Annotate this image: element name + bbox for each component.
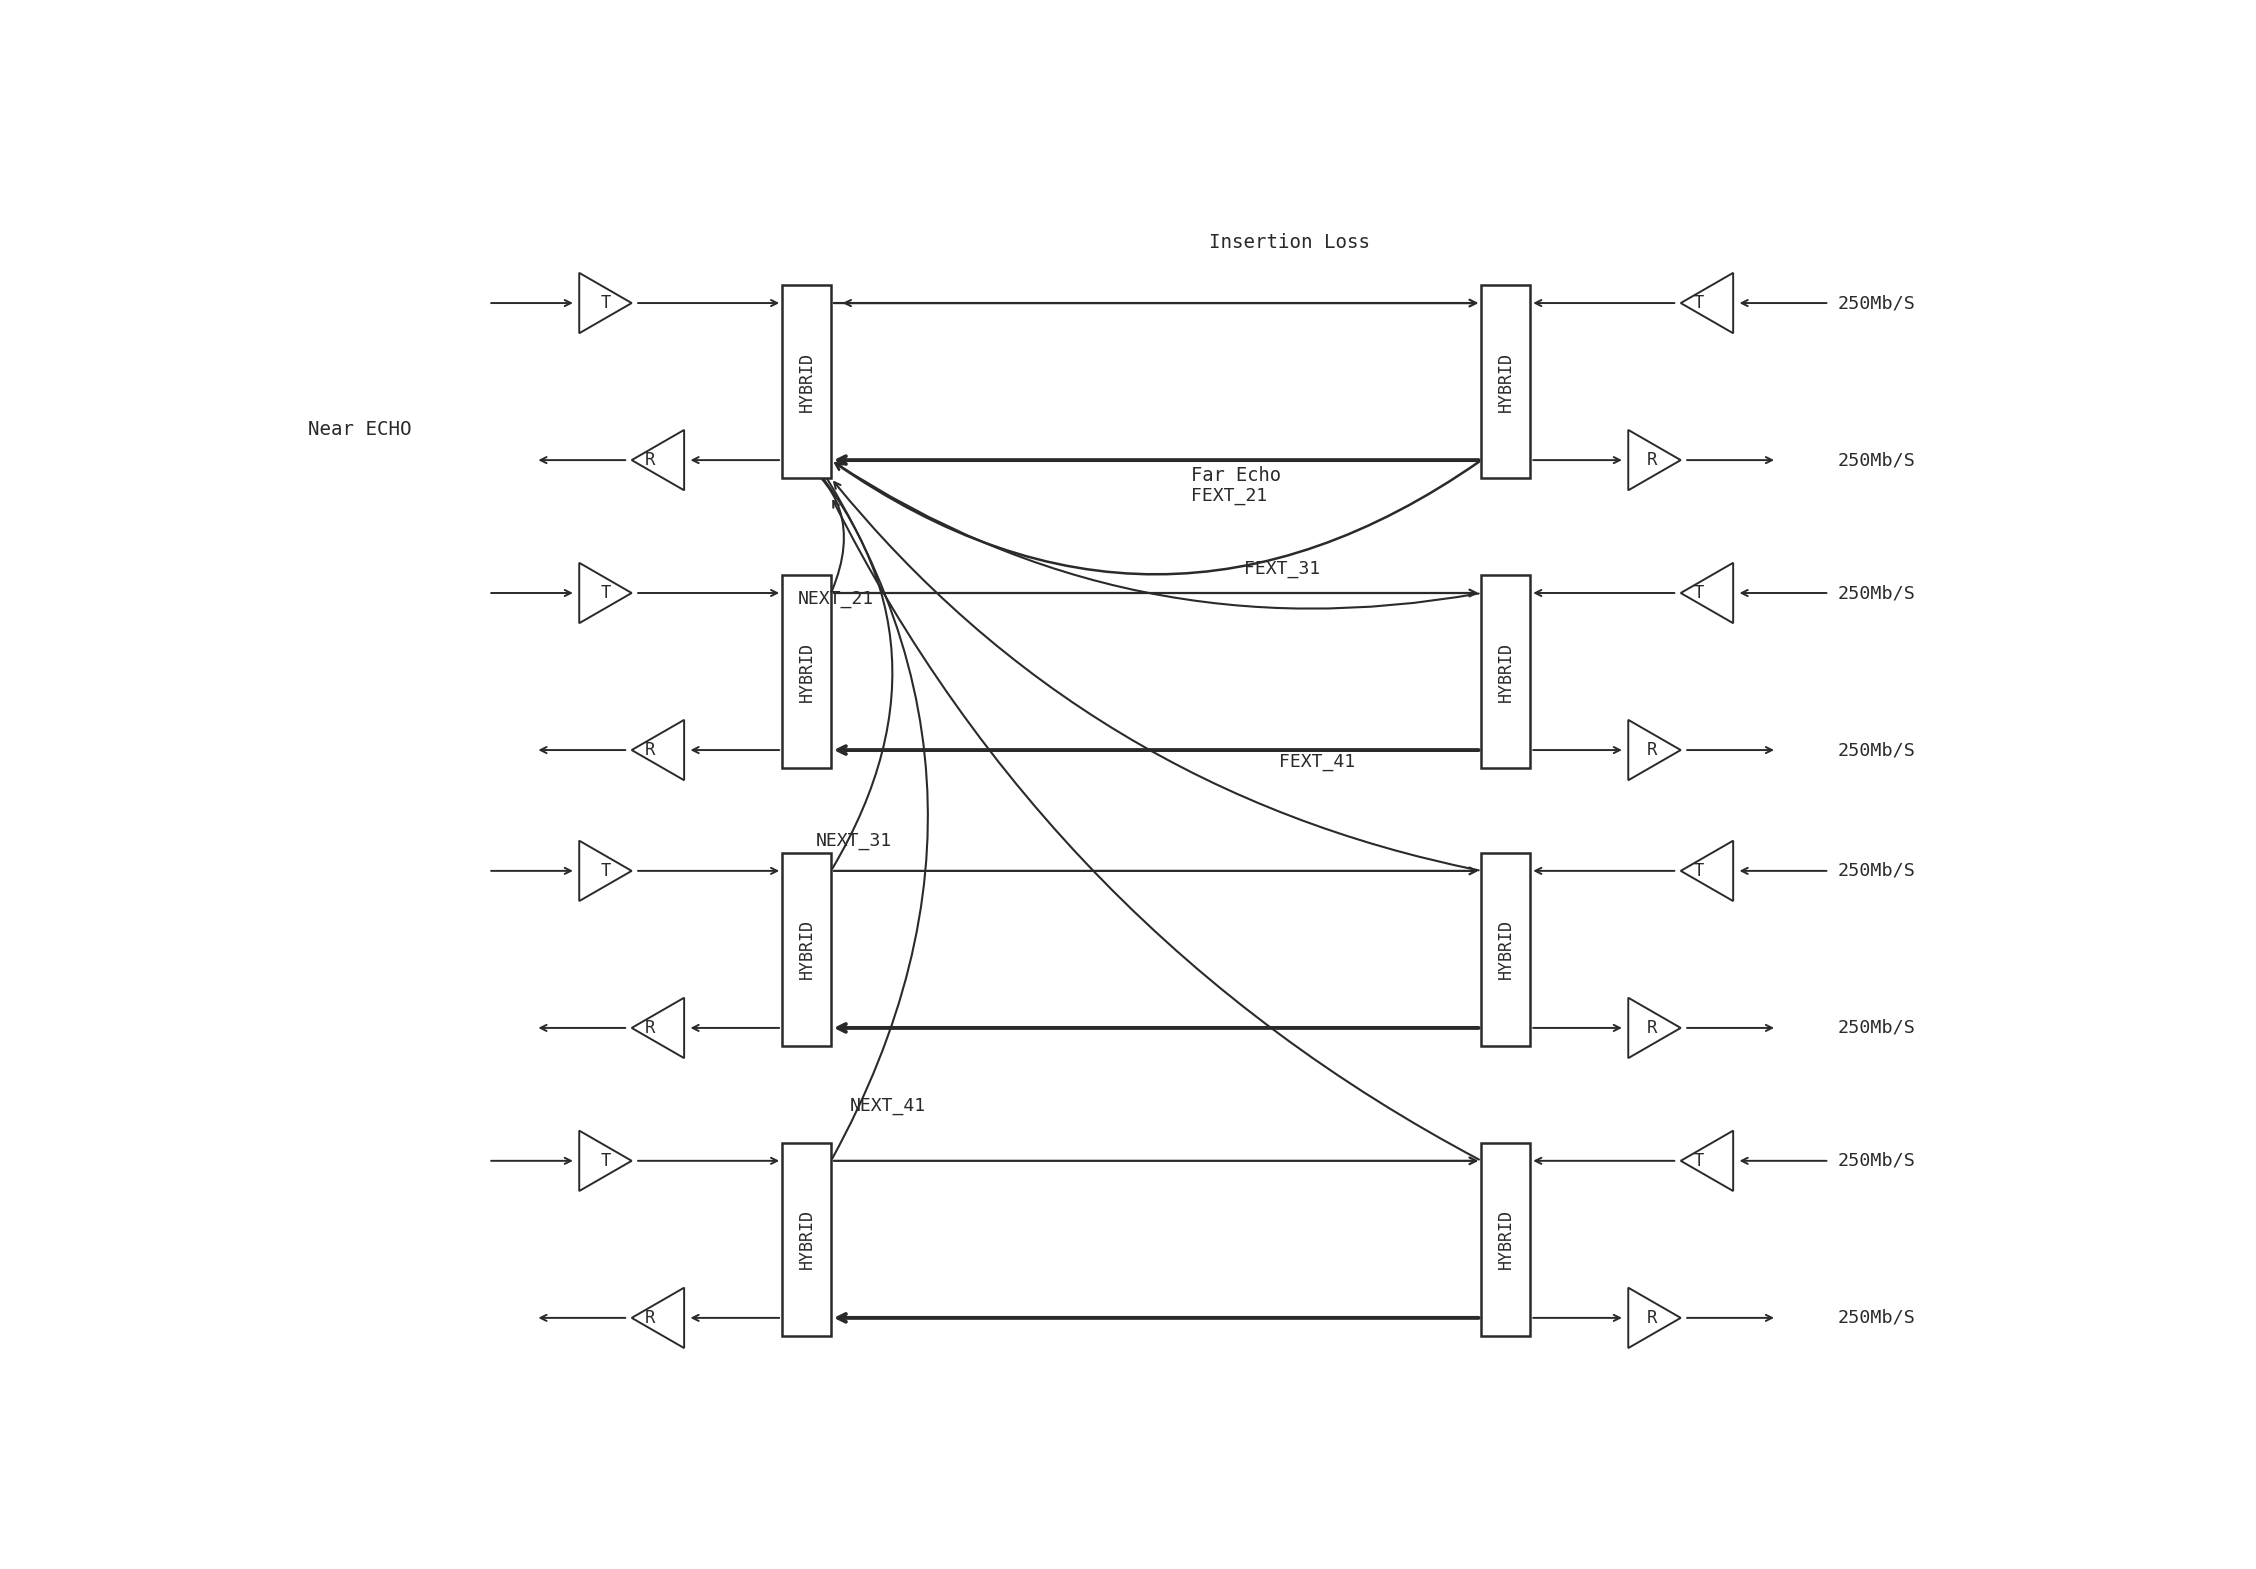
Text: HYBRID: HYBRID [1498, 919, 1514, 979]
Text: T: T [600, 1152, 611, 1170]
FancyArrowPatch shape [785, 416, 927, 1158]
Text: 250Mb/S: 250Mb/S [1839, 584, 1915, 602]
Text: HYBRID: HYBRID [799, 351, 814, 411]
Text: Near ECHO: Near ECHO [309, 420, 413, 439]
Text: HYBRID: HYBRID [799, 1210, 814, 1269]
Text: 250Mb/S: 250Mb/S [1839, 293, 1915, 312]
Bar [1482, 854, 1530, 1047]
Text: NEXT_31: NEXT_31 [814, 832, 891, 850]
Text: T: T [600, 861, 611, 880]
Bar [1482, 286, 1530, 479]
Text: 250Mb/S: 250Mb/S [1839, 861, 1915, 880]
Polygon shape [632, 430, 684, 490]
Text: T: T [1694, 1152, 1703, 1170]
Text: R: R [1647, 741, 1656, 759]
Polygon shape [580, 1131, 632, 1191]
Polygon shape [632, 1288, 684, 1348]
Text: NEXT_21: NEXT_21 [799, 590, 873, 609]
Text: R: R [645, 1018, 654, 1037]
Text: Far Echo: Far Echo [1191, 466, 1281, 485]
Text: 250Mb/S: 250Mb/S [1839, 1018, 1915, 1037]
Polygon shape [580, 273, 632, 333]
Polygon shape [580, 841, 632, 901]
Text: 250Mb/S: 250Mb/S [1839, 1152, 1915, 1170]
Polygon shape [1629, 1288, 1681, 1348]
Text: R: R [645, 1309, 654, 1327]
Text: T: T [600, 584, 611, 602]
FancyArrowPatch shape [835, 463, 1478, 609]
Text: T: T [1694, 293, 1703, 312]
Text: T: T [1694, 861, 1703, 880]
Bar [783, 1142, 830, 1337]
Text: 250Mb/S: 250Mb/S [1839, 452, 1915, 469]
Text: FEXT_41: FEXT_41 [1279, 753, 1354, 770]
FancyArrowPatch shape [832, 501, 1480, 1159]
Text: HYBRID: HYBRID [799, 642, 814, 701]
Polygon shape [632, 720, 684, 780]
FancyArrowPatch shape [785, 433, 893, 869]
Text: R: R [645, 741, 654, 759]
Bar [783, 574, 830, 769]
Text: R: R [1647, 1309, 1656, 1327]
Bar [1482, 574, 1530, 769]
Text: Insertion Loss: Insertion Loss [1209, 234, 1369, 253]
Polygon shape [1629, 430, 1681, 490]
Text: HYBRID: HYBRID [1498, 642, 1514, 701]
Text: R: R [645, 452, 654, 469]
Polygon shape [1681, 841, 1733, 901]
Text: FEXT_21: FEXT_21 [1191, 488, 1268, 505]
Text: NEXT_41: NEXT_41 [851, 1097, 927, 1116]
Polygon shape [1681, 1131, 1733, 1191]
Polygon shape [1681, 273, 1733, 333]
Text: 250Mb/S: 250Mb/S [1839, 1309, 1915, 1327]
Polygon shape [580, 563, 632, 623]
FancyArrowPatch shape [835, 482, 1478, 871]
Text: 250Mb/S: 250Mb/S [1839, 741, 1915, 759]
Text: R: R [1647, 1018, 1656, 1037]
Polygon shape [1629, 998, 1681, 1058]
Text: FEXT_31: FEXT_31 [1243, 560, 1320, 577]
FancyArrowPatch shape [787, 450, 844, 590]
FancyArrowPatch shape [835, 461, 1480, 574]
Text: HYBRID: HYBRID [1498, 1210, 1514, 1269]
Bar [1482, 1142, 1530, 1337]
Text: HYBRID: HYBRID [1498, 351, 1514, 411]
Polygon shape [632, 998, 684, 1058]
Text: T: T [600, 293, 611, 312]
Text: HYBRID: HYBRID [799, 919, 814, 979]
Text: T: T [1694, 584, 1703, 602]
Polygon shape [1629, 720, 1681, 780]
Bar [783, 286, 830, 479]
Bar [783, 854, 830, 1047]
Polygon shape [1681, 563, 1733, 623]
Text: R: R [1647, 452, 1656, 469]
